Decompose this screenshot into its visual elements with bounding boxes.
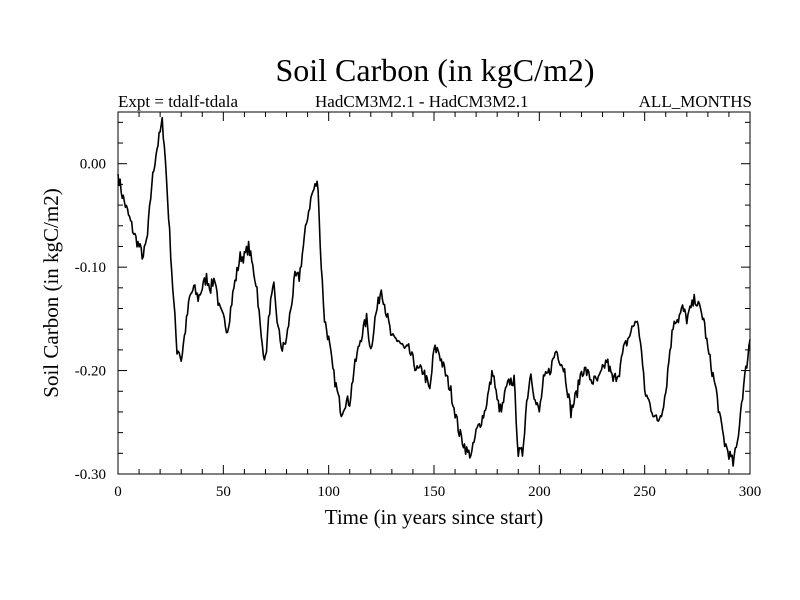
axis-ticks xyxy=(117,112,751,475)
model-label: HadCM3M2.1 - HadCM3M2.1 xyxy=(315,92,529,111)
x-tick-label: 300 xyxy=(739,484,762,500)
experiment-label: Expt = tdalf-tdala xyxy=(118,92,239,111)
y-tick-label: -0.30 xyxy=(75,467,106,483)
x-tick-label: 100 xyxy=(317,484,340,500)
x-tick-label: 200 xyxy=(528,484,551,500)
tick-labels: 0 50 100 150 200 250 300 0.00 -0.10 -0.20 -0.30 xyxy=(75,157,762,500)
x-axis-title: Time (in years since start) xyxy=(325,505,544,529)
chart-title: Soil Carbon (in kgC/m2) xyxy=(275,52,595,88)
soil-carbon-line xyxy=(117,116,751,467)
x-tick-label: 250 xyxy=(633,484,656,500)
months-label: ALL_MONTHS xyxy=(638,92,752,111)
y-tick-label: 0.00 xyxy=(80,157,106,173)
x-tick-label: 0 xyxy=(114,484,122,500)
y-tick-label: -0.10 xyxy=(75,260,106,276)
x-tick-label: 50 xyxy=(216,484,231,500)
x-tick-label: 150 xyxy=(423,484,446,500)
y-tick-label: -0.20 xyxy=(75,364,106,380)
y-axis-title: Soil Carbon (in kgC/m2) xyxy=(39,188,63,397)
plot-frame xyxy=(117,111,751,475)
